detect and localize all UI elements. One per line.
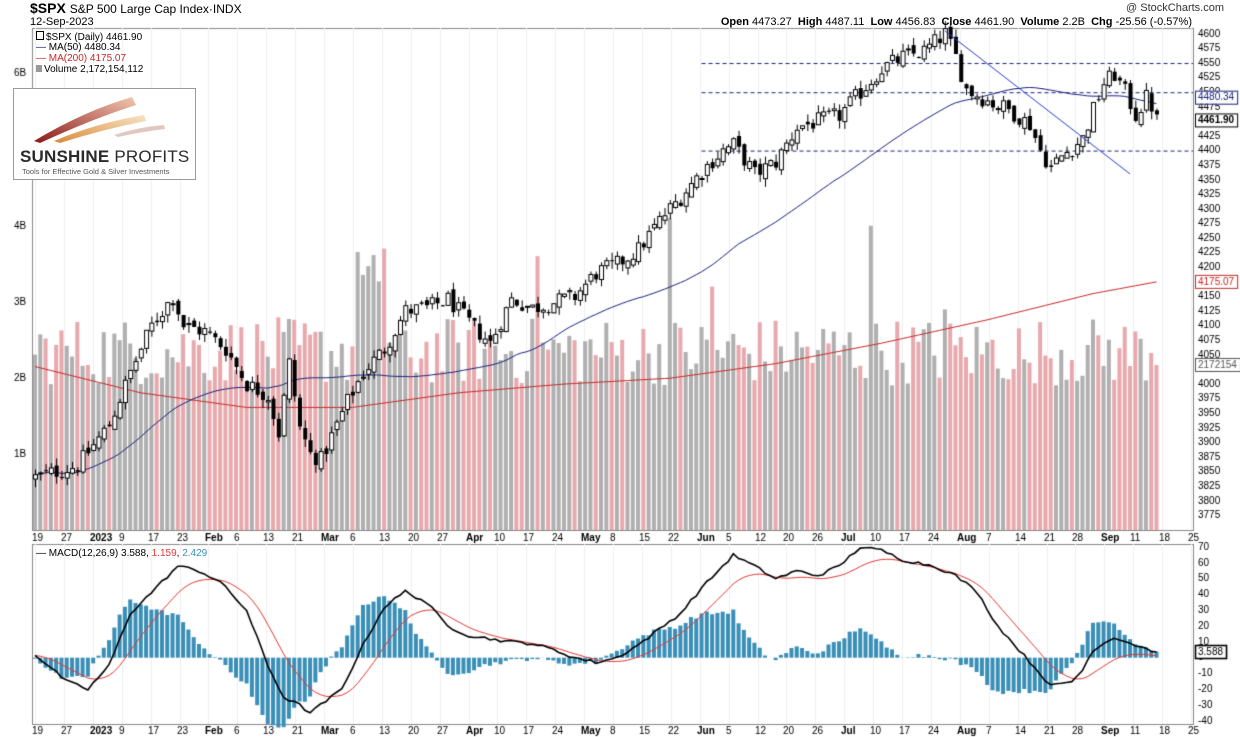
legend-volume: Volume 2,172,154,112 xyxy=(36,64,143,75)
close-value: 4461.90 xyxy=(974,16,1015,28)
legend-ma200-text: MA(200) 4175.07 xyxy=(48,53,127,64)
logo-name: SUNSHINE PROFITS xyxy=(20,147,189,167)
symbol: $SPX xyxy=(30,0,66,16)
logo-tagline: Tools for Effective Gold & Silver Invest… xyxy=(22,167,170,176)
logo-name-light: PROFITS xyxy=(114,147,190,166)
legend-ma200: — MA(200) 4175.07 xyxy=(36,53,127,64)
legend-price: $SPX (Daily) 4461.90 xyxy=(36,31,142,43)
volume-label: Volume xyxy=(1020,16,1060,28)
chg-label: Chg xyxy=(1091,16,1113,28)
source-label: @ StockCharts.com xyxy=(1126,2,1224,14)
high-label: High xyxy=(797,16,823,28)
legend-volume-text: Volume 2,172,154,112 xyxy=(44,64,144,75)
open-label: Open xyxy=(720,16,749,28)
chart-title: $SPX S&P 500 Large Cap Index·INDX xyxy=(30,0,242,16)
exchange: INDX xyxy=(212,2,242,16)
macd-hist-value: 2.429 xyxy=(182,548,208,559)
legend-macd: — MACD(12,26,9) 3.588, 1.159, 2.429 xyxy=(36,548,208,559)
open-value: 4473.27 xyxy=(752,16,792,28)
macd-label: MACD(12,26,9) xyxy=(48,548,119,559)
chg-value: -25.56 (-0.57%) xyxy=(1115,16,1192,28)
logo-swoosh-icon xyxy=(34,97,165,143)
ohlc-readout: Open 4473.27 High 4487.11 Low 4456.83 Cl… xyxy=(721,16,1192,28)
macd-value: 3.588 xyxy=(121,548,147,559)
close-label: Close xyxy=(941,16,972,28)
low-value: 4456.83 xyxy=(895,16,936,28)
logo-name-bold: SUNSHINE xyxy=(20,147,110,166)
chart-date: 12-Sep-2023 xyxy=(30,16,94,28)
sunshine-profits-logo: SUNSHINE PROFITS Tools for Effective Gol… xyxy=(13,88,196,180)
legend-ma50: — MA(50) 4480.34 xyxy=(36,42,121,53)
index-name: S&P 500 Large Cap Index xyxy=(69,2,209,16)
low-label: Low xyxy=(870,16,893,28)
legend-ma50-text: MA(50) 4480.34 xyxy=(48,42,121,53)
legend-price-text: $SPX (Daily) 4461.90 xyxy=(46,32,143,43)
volume-value: 2.2B xyxy=(1062,16,1085,28)
macd-signal-value: 1.159 xyxy=(151,548,177,559)
separator: · xyxy=(208,2,213,16)
high-value: 4487.11 xyxy=(825,16,865,28)
